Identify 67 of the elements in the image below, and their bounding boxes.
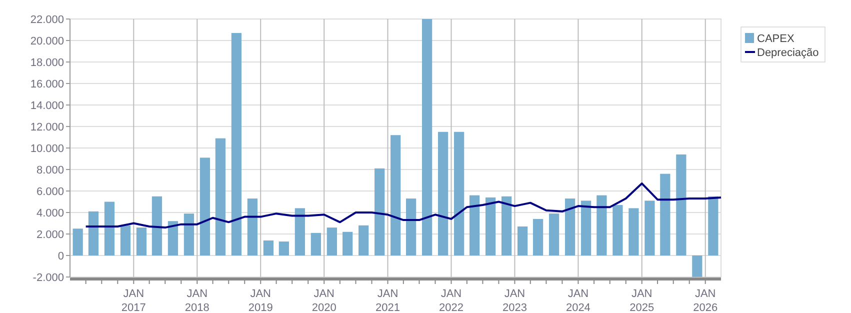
y-tick-label: 2.000 [36, 228, 64, 241]
bar [342, 232, 353, 256]
y-tick-label: 14.000 [30, 100, 64, 112]
y-tick-label: 12.000 [30, 121, 64, 134]
bar [517, 226, 528, 256]
y-tick-label: 20.000 [30, 35, 64, 48]
bar [532, 218, 544, 256]
bar [247, 198, 258, 256]
bar [580, 200, 592, 256]
bar [310, 232, 321, 256]
x-tick-label: JAN 2017 [121, 288, 146, 313]
y-tick-label: 0 [58, 250, 64, 262]
bar [501, 196, 512, 256]
bar [263, 240, 274, 256]
bar [168, 221, 178, 256]
bar [294, 208, 305, 256]
bar [548, 214, 560, 256]
y-tick-label: 4.000 [36, 207, 64, 220]
x-tick-label: JAN 2018 [184, 288, 210, 313]
x-tick-label: JAN 2021 [376, 288, 400, 313]
bar [644, 200, 655, 256]
y-tick-label: 8.000 [36, 164, 64, 176]
y-tick-label: 6.000 [36, 186, 64, 198]
bar [708, 196, 718, 256]
y-tick-label: -2.000 [32, 272, 64, 284]
bar [676, 154, 686, 256]
line-series [84, 182, 722, 229]
y-tick-label: 10.000 [30, 142, 64, 155]
bar [184, 214, 194, 256]
bar [660, 174, 670, 256]
bar [612, 204, 623, 256]
x-tick-label: JAN 2025 [630, 288, 654, 313]
bar [596, 195, 607, 256]
x-tick-label: JAN 2020 [312, 288, 336, 313]
bar [390, 135, 401, 256]
bar [438, 132, 448, 256]
bar [454, 132, 464, 256]
legend-label: Depreciação [757, 46, 819, 59]
y-tick-label: 22.000 [30, 14, 64, 26]
y-tick-label: 18.000 [30, 56, 64, 69]
bar [72, 228, 83, 256]
bar [422, 19, 432, 256]
bar [231, 32, 242, 256]
bar [200, 158, 210, 256]
x-tick-label: JAN 2024 [566, 288, 590, 313]
y-tick-label: 16.000 [30, 78, 64, 90]
bar [628, 208, 639, 256]
x-tick-label: JAN 2022 [439, 288, 464, 313]
x-tick-label: JAN 2023 [502, 288, 527, 313]
bar [88, 211, 99, 256]
bar [692, 256, 702, 277]
bar [326, 228, 337, 256]
bar [564, 198, 576, 256]
bar [104, 202, 115, 256]
x-tick-label: JAN 2019 [248, 288, 273, 313]
x-tick-label: JAN 2026 [693, 288, 718, 313]
bar [120, 225, 131, 256]
bar [152, 196, 162, 256]
bar [358, 225, 369, 256]
bar [406, 198, 416, 256]
bar [469, 195, 480, 256]
bar [215, 138, 226, 256]
bar [278, 242, 289, 256]
bar [374, 168, 385, 256]
bar [136, 228, 147, 256]
legend-label: CAPEX [757, 32, 795, 45]
bar [485, 197, 496, 256]
